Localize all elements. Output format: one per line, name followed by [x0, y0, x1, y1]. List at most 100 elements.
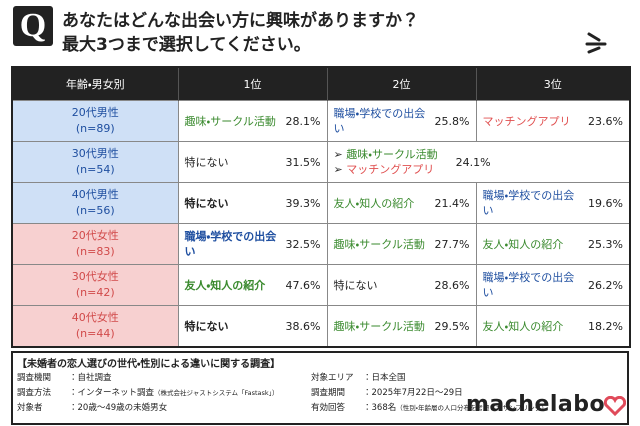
- answer-text: 職場・学校での出会い: [482, 271, 575, 299]
- percent: 24.1%: [455, 155, 491, 169]
- group-label: 30代男性: [71, 147, 119, 160]
- group-n: (n=42): [75, 286, 115, 299]
- rank-cell: 友人・知人の紹介 21.4%: [326, 182, 477, 224]
- cell-content: 特にない 31.5%: [185, 155, 321, 170]
- answer-text: 友人・知人の紹介: [333, 196, 415, 210]
- footer-value: ：インターネット調査: [69, 388, 155, 398]
- rank-cell: 友人・知人の紹介 18.2%: [475, 305, 631, 348]
- cell-content: 友人・知人の紹介 21.4%: [334, 196, 470, 211]
- answer-text: マッチングアプリ: [482, 114, 571, 128]
- items: 趣味・サークル活動マッチングアプリ: [334, 147, 437, 177]
- cell-content: 職場・学校での出会い 26.2%: [483, 270, 624, 300]
- answer-text: 友人・知人の紹介: [482, 237, 564, 251]
- table-row: 40代女性 (n=44) 特にない 38.6% 趣味・サークル活動 29.5% 友人・知人の…: [11, 305, 631, 348]
- percent: 19.6%: [588, 196, 623, 210]
- percent: 23.6%: [588, 114, 623, 128]
- rank-cell: 趣味・サークル活動 29.5%: [326, 305, 477, 348]
- footer-item: 調査方法 ：インターネット調査（株式会社ジャストシステム「Fastask」）: [17, 386, 278, 398]
- table-row: 30代男性 (n=54) 特にない 31.5% 趣味・サークル活動マッチングアプリ 24.…: [11, 141, 631, 183]
- cell-content: 特にない 38.6%: [185, 319, 321, 334]
- percent: 18.2%: [588, 319, 623, 333]
- group-label: 40代男性: [71, 188, 119, 201]
- rank-cell: マッチングアプリ 23.6%: [475, 100, 631, 142]
- question-line: 最大3つまで選択してください。: [62, 35, 311, 55]
- items: 友人・知人の紹介: [185, 278, 266, 293]
- footer-note: （株式会社ジャストシステム「Fastask」）: [154, 389, 279, 397]
- logo-heart: [604, 396, 626, 416]
- answer-text: 趣味・サークル活動: [333, 319, 425, 333]
- header-row: 年齢・男女別 1位 2位 3位: [11, 67, 630, 101]
- group-cell: 20代男性 (n=89): [11, 100, 179, 142]
- items: 趣味・サークル活動: [334, 237, 425, 252]
- group-label: 20代女性: [71, 229, 119, 242]
- rank-cell: 趣味・サークル活動 27.7%: [326, 223, 477, 265]
- group-label: 20代男性: [71, 106, 119, 119]
- cell-content: 特にない 39.3%: [185, 196, 321, 211]
- percent: 26.2%: [588, 278, 623, 292]
- items: 友人・知人の紹介: [334, 196, 415, 211]
- cell-content: 趣味・サークル活動 27.7%: [334, 237, 470, 252]
- footer-value: ：2025年7月22日～29日: [363, 388, 463, 398]
- column-header: 1位: [177, 67, 327, 101]
- group-n: (n=56): [75, 204, 115, 217]
- group-n: (n=54): [75, 163, 115, 176]
- answer-text: 友人・知人の紹介: [184, 278, 266, 292]
- footer-label: 調査機関: [17, 373, 52, 383]
- cell-content: 友人・知人の紹介 25.3%: [483, 237, 624, 252]
- percent: 25.8%: [434, 114, 470, 128]
- cell-content: 特にない 28.6%: [334, 278, 470, 293]
- footer-label: 対象エリア: [311, 373, 354, 383]
- items: 特にない: [185, 155, 229, 170]
- cell-content: 趣味・サークル活動 29.5%: [334, 319, 470, 334]
- percent: 21.4%: [434, 196, 470, 210]
- items: マッチングアプリ: [483, 114, 571, 129]
- answer-text: 特にない: [184, 319, 229, 333]
- q-icon: Q: [13, 6, 53, 46]
- footer-item: 有効回答 ：368名（性別・年齢層の人口分布を考慮したサンプリング）: [311, 401, 548, 413]
- table-row: 20代男性 (n=89) 趣味・サークル活動 28.1% 職場・学校での出会い 25.8%…: [11, 100, 631, 142]
- rank-cell: 趣味・サークル活動マッチングアプリ 24.1%: [326, 141, 631, 183]
- answer-text: 職場・学校での出会い: [184, 230, 277, 258]
- items: 趣味・サークル活動: [185, 114, 276, 129]
- footer-label: 有効回答: [311, 403, 346, 413]
- rank-cell: 特にない 31.5%: [177, 141, 328, 183]
- cell-content: 職場・学校での出会い 32.5%: [185, 229, 321, 259]
- percent: 28.1%: [285, 114, 321, 128]
- footer-item: 対象者 ：20歳～49歳の未婚男女: [17, 401, 167, 413]
- cell-content: 友人・知人の紹介 18.2%: [483, 319, 624, 334]
- group-n: (n=89): [75, 122, 115, 135]
- footer-label: 対象者: [17, 403, 43, 413]
- footer-label: 調査方法: [17, 388, 52, 398]
- items: 友人・知人の紹介: [483, 319, 564, 334]
- footer-item: 調査期間 ：2025年7月22日～29日: [311, 386, 463, 398]
- items: 特にない: [185, 319, 229, 334]
- percent: 28.6%: [434, 278, 470, 292]
- rank-cell: 職場・学校での出会い 19.6%: [475, 182, 631, 224]
- group-n: (n=83): [75, 245, 115, 258]
- footer-title: 【未婚者の恋人選びの世代・性別による違いに関する調査】: [17, 359, 281, 370]
- group-n: (n=44): [75, 327, 115, 340]
- answer-text: 趣味・サークル活動: [184, 114, 276, 128]
- rank-cell: 友人・知人の紹介 25.3%: [475, 223, 631, 265]
- rank-cell: 特にない 28.6%: [326, 264, 477, 306]
- cell-content: 趣味・サークル活動マッチングアプリ 24.1%: [334, 147, 624, 177]
- percent: 32.5%: [285, 237, 321, 251]
- items: 友人・知人の紹介: [483, 237, 564, 252]
- footer-value: ：368名: [363, 403, 397, 413]
- footer-item: 調査機関 ：自社調査: [17, 371, 112, 383]
- cell-content: 職場・学校での出会い 25.8%: [334, 106, 470, 136]
- rank-cell: 友人・知人の紹介 47.6%: [177, 264, 328, 306]
- answer-text: 趣味・サークル活動: [333, 237, 425, 251]
- footer-value: ：日本全国: [363, 373, 406, 383]
- items: 特にない: [185, 196, 229, 211]
- group-cell: 40代男性 (n=56): [11, 182, 179, 224]
- percent: 29.5%: [434, 319, 470, 333]
- group-cell: 30代女性 (n=42): [11, 264, 179, 306]
- group-cell: 20代女性 (n=83): [11, 223, 179, 265]
- cell-content: 職場・学校での出会い 19.6%: [483, 188, 624, 218]
- table-row: 30代女性 (n=42) 友人・知人の紹介 47.6% 特にない 28.6% 職場・学校での…: [11, 264, 631, 306]
- items: 職場・学校での出会い: [483, 188, 581, 218]
- question-line: あなたはどんな出会い方に興味がありますか？: [62, 11, 419, 31]
- footer-label: 調査期間: [311, 388, 346, 398]
- answer-text: 職場・学校での出会い: [333, 107, 426, 135]
